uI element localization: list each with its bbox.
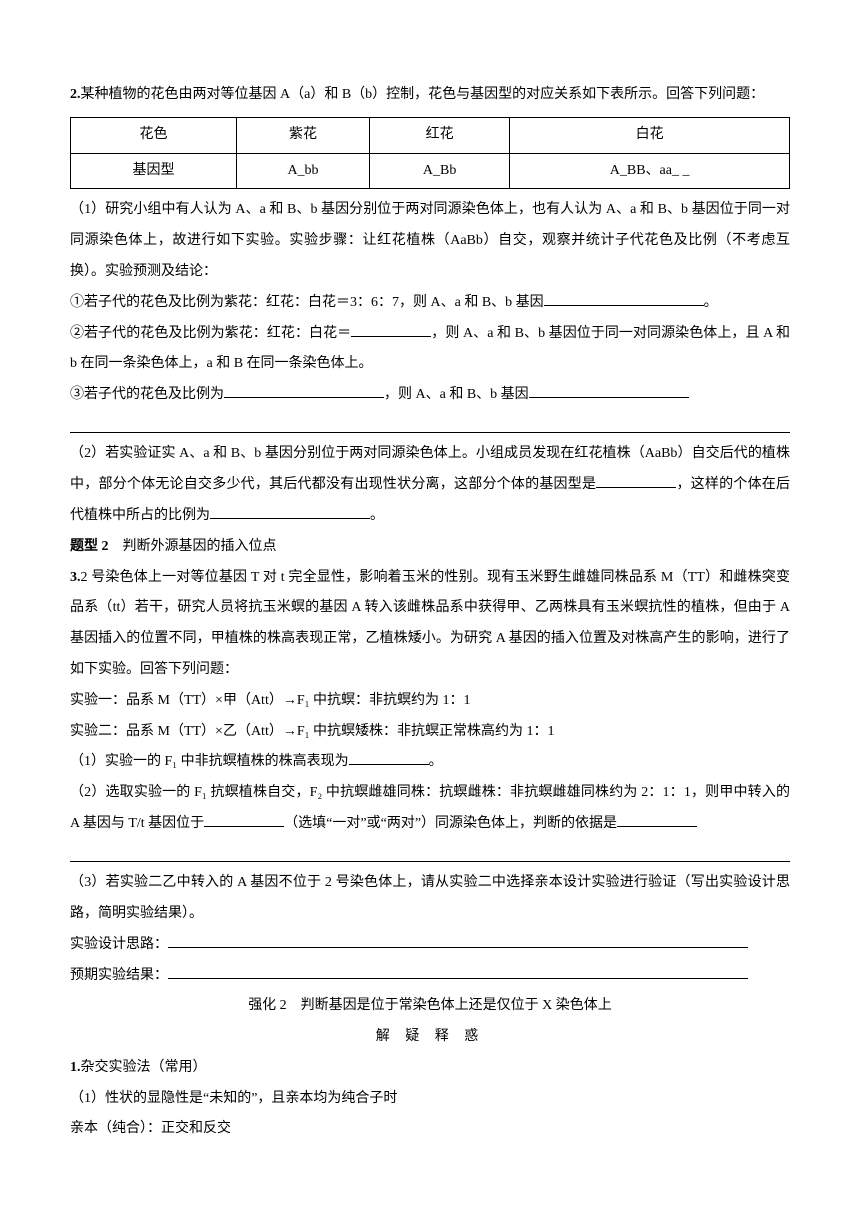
q3-intro: 3.2 号染色体上一对等位基因 T 对 t 完全显性，影响着玉米的性别。现有玉米… [70, 563, 790, 686]
q3-p3: （3）若实验二乙中转入的 A 基因不位于 2 号染色体上，请从实验二中选择亲本设… [70, 868, 790, 930]
answer-line[interactable] [70, 840, 790, 862]
q2-p1c: ②若子代的花色及比例为紫花：红花：白花＝，则 A、a 和 B、b 基因位于同一对… [70, 319, 790, 381]
q3-exp1: 实验一：品系 M（TT）×甲（Att）→F₁ 中抗螟：非抗螟约为 1：1 [70, 686, 790, 717]
q3-number: 3. [70, 570, 81, 585]
q2-p1b-text: ①若子代的花色及比例为紫花：红花：白花＝3：6：7，则 A、a 和 B、b 基因 [70, 295, 544, 310]
cell: 紫花 [236, 117, 369, 153]
m1-title: 杂交实验法（常用） [81, 1060, 207, 1075]
cell: 基因型 [71, 153, 237, 189]
fill-blank[interactable] [210, 505, 370, 519]
fill-blank[interactable] [544, 292, 704, 306]
q2-p2: （2）若实验证实 A、a 和 B、b 基因分别位于两对同源染色体上。小组成员发现… [70, 439, 790, 531]
fill-blank[interactable] [617, 813, 697, 827]
design-label: 实验设计思路： [70, 937, 168, 952]
q2-intro: 2.某种植物的花色由两对等位基因 A（a）和 B（b）控制，花色与基因型的对应关… [70, 80, 790, 111]
type2-label: 题型 2 [70, 539, 109, 554]
q3-exp2: 实验二：品系 M（TT）×乙（Att）→F₁ 中抗螟矮株：非抗螟正常株高约为 1… [70, 717, 790, 748]
q3-p1: （1）实验一的 F₁ 中非抗螟植株的株高表现为 。 [70, 747, 790, 778]
q2-intro-text: 某种植物的花色由两对等位基因 A（a）和 B（b）控制，花色与基因型的对应关系如… [81, 87, 765, 102]
strong2-title: 强化 2 判断基因是位于常染色体上还是仅位于 X 染色体上 [70, 991, 790, 1022]
q3-p2-b: （选填“一对”或“两对”）同源染色体上，判断的依据是 [284, 816, 617, 831]
q3-p1-a: （1）实验一的 F₁ 中非抗螟植株的株高表现为 [70, 754, 349, 769]
table-row: 花色 紫花 红花 白花 [71, 117, 790, 153]
cell: A_BB、aa_ _ [510, 153, 790, 189]
fill-blank[interactable] [596, 474, 676, 488]
type2-heading: 题型 2 判断外源基因的插入位点 [70, 532, 790, 563]
answer-line[interactable] [70, 411, 790, 433]
q3-result: 预期实验结果： [70, 961, 790, 992]
m1-p2: 亲本（纯合）：正交和反交 [70, 1114, 790, 1145]
q3-design: 实验设计思路： [70, 930, 790, 961]
result-label: 预期实验结果： [70, 968, 168, 983]
q3-p1-end: 。 [429, 754, 443, 769]
cell: 红花 [370, 117, 510, 153]
m1-number: 1. [70, 1060, 81, 1075]
q2-p1b-end: 。 [704, 295, 718, 310]
strong2-subtitle: 解 疑 释 惑 [70, 1022, 790, 1053]
genotype-table: 花色 紫花 红花 白花 基因型 A_bb A_Bb A_BB、aa_ _ [70, 117, 790, 190]
q2-p1b: ①若子代的花色及比例为紫花：红花：白花＝3：6：7，则 A、a 和 B、b 基因… [70, 288, 790, 319]
table-row: 基因型 A_bb A_Bb A_BB、aa_ _ [71, 153, 790, 189]
q2-p1a: （1）研究小组中有人认为 A、a 和 B、b 基因分别位于两对同源染色体上，也有… [70, 195, 790, 287]
q3-intro-text: 2 号染色体上一对等位基因 T 对 t 完全显性，影响着玉米的性别。现有玉米野生… [70, 570, 790, 677]
fill-blank[interactable] [351, 323, 431, 337]
q3-p2: （2）选取实验一的 F₁ 抗螟植株自交，F₂ 中抗螟雌雄同株：抗螟雌株：非抗螟雌… [70, 778, 790, 840]
fill-blank[interactable] [349, 751, 429, 765]
fill-blank[interactable] [168, 934, 748, 948]
cell: A_bb [236, 153, 369, 189]
fill-blank[interactable] [529, 384, 689, 398]
fill-blank[interactable] [204, 813, 284, 827]
type2-title: 判断外源基因的插入位点 [123, 539, 277, 554]
q2-number: 2. [70, 87, 81, 102]
q2-p1c-a: ②若子代的花色及比例为紫花：红花：白花＝ [70, 326, 351, 341]
q2-p1d-b: ，则 A、a 和 B、b 基因 [384, 387, 529, 402]
q2-p1d-a: ③若子代的花色及比例为 [70, 387, 224, 402]
cell: 白花 [510, 117, 790, 153]
cell: 花色 [71, 117, 237, 153]
fill-blank[interactable] [224, 384, 384, 398]
q2-p2-end: 。 [370, 508, 384, 523]
q2-p1d: ③若子代的花色及比例为 ，则 A、a 和 B、b 基因 [70, 380, 790, 411]
fill-blank[interactable] [168, 965, 748, 979]
m1-heading: 1.杂交实验法（常用） [70, 1053, 790, 1084]
cell: A_Bb [370, 153, 510, 189]
